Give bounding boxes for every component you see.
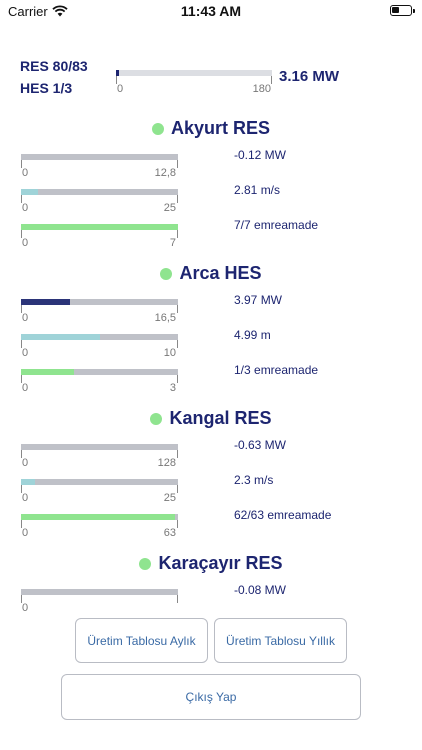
metric-bar: 0 25 [21, 189, 178, 214]
status-dot-icon [150, 412, 163, 425]
metric-scale-max: 10 [163, 347, 176, 359]
metric-bar: 0 63 [21, 514, 178, 539]
metric-value: 62/63 emreamade [234, 508, 332, 522]
plant-header: Akyurt RES [0, 118, 422, 139]
metric-value: 1/3 emreamade [234, 363, 319, 377]
battery-icon [390, 5, 415, 16]
total-power-value: 3.16 MW [279, 68, 340, 85]
logout-button[interactable]: Çıkış Yap [61, 674, 361, 720]
metric-bar: 0 10 [21, 334, 178, 359]
status-dot-icon [160, 267, 173, 280]
metric-scale-min: 0 [22, 527, 29, 539]
metric-scale-max: 25 [163, 202, 176, 214]
metric-bar-fill [21, 224, 178, 230]
total-scale-max: 180 [252, 83, 271, 95]
metric-scale-max: 128 [157, 457, 176, 469]
metric-bar: 0 [21, 589, 178, 612]
metric-value: 2.3 m/s [234, 473, 274, 487]
metric-scale-min: 0 [22, 382, 29, 394]
plant-name: Arca HES [179, 263, 262, 283]
metric-bar-fill [21, 479, 36, 485]
total-power-bar: 0 180 [116, 70, 272, 95]
metric-scale-min: 0 [22, 492, 29, 504]
metric-scale-max: 25 [163, 492, 176, 504]
metric-scale-min: 0 [22, 457, 29, 469]
yearly-production-button[interactable]: Üretim Tablosu Yıllık [214, 618, 347, 663]
plant-name: Kangal RES [169, 408, 272, 428]
metric-bar-fill [21, 334, 100, 340]
plant-header: Arca HES [0, 263, 422, 284]
metric-bar-fill [21, 299, 70, 305]
metric-bar: 0 25 [21, 479, 178, 504]
metric-scale-max: 16,5 [154, 312, 176, 324]
hes-count-label: HES 1/3 [20, 80, 73, 96]
metric-scale-min: 0 [22, 202, 29, 214]
metric-bar: 0 128 [21, 444, 178, 469]
metric-value: 4.99 m [234, 328, 271, 342]
metric-scale-max: 12,8 [154, 167, 176, 179]
status-bar: Carrier 11:43 AM [0, 0, 422, 24]
metric-bar: 0 16,5 [21, 299, 178, 324]
metric-bar-fill [21, 514, 175, 520]
plant-name: Akyurt RES [170, 118, 271, 138]
plant-name: Karaçayır RES [158, 553, 283, 573]
wifi-icon [52, 5, 68, 20]
clock: 11:43 AM [180, 3, 242, 19]
metric-bar-fill [21, 189, 39, 195]
metric-scale-max: 3 [169, 382, 176, 394]
metric-scale-max: 7 [169, 237, 176, 249]
metric-scale-min: 0 [22, 237, 29, 249]
metric-bar-fill [21, 369, 75, 375]
status-dot-icon [151, 122, 164, 135]
metric-bar: 0 12,8 [21, 154, 178, 179]
metric-scale-min: 0 [22, 312, 29, 324]
metric-value: -0.08 MW [234, 583, 287, 597]
plant-header: Kangal RES [0, 408, 422, 429]
plant-list[interactable]: Akyurt RES 0 12,8 -0.12 MW 0 25 2.81 m/s 0 7 7/7 … [0, 0, 422, 612]
total-scale-min: 0 [117, 83, 124, 95]
metric-scale-min: 0 [22, 167, 29, 179]
metric-scale-min: 0 [22, 602, 29, 612]
metric-value: 3.97 MW [234, 293, 283, 307]
metric-value: -0.63 MW [234, 438, 287, 452]
metric-scale-min: 0 [22, 347, 29, 359]
plant-header: Karaçayır RES [0, 553, 422, 574]
metric-scale-max: 63 [163, 527, 176, 539]
metric-value: 7/7 emreamade [234, 218, 319, 232]
status-dot-icon [139, 557, 152, 570]
carrier-label: Carrier [8, 4, 48, 19]
metric-value: 2.81 m/s [234, 183, 281, 197]
res-count-label: RES 80/83 [20, 58, 88, 74]
metric-value: -0.12 MW [234, 148, 287, 162]
monthly-production-button[interactable]: Üretim Tablosu Aylık [75, 618, 208, 663]
